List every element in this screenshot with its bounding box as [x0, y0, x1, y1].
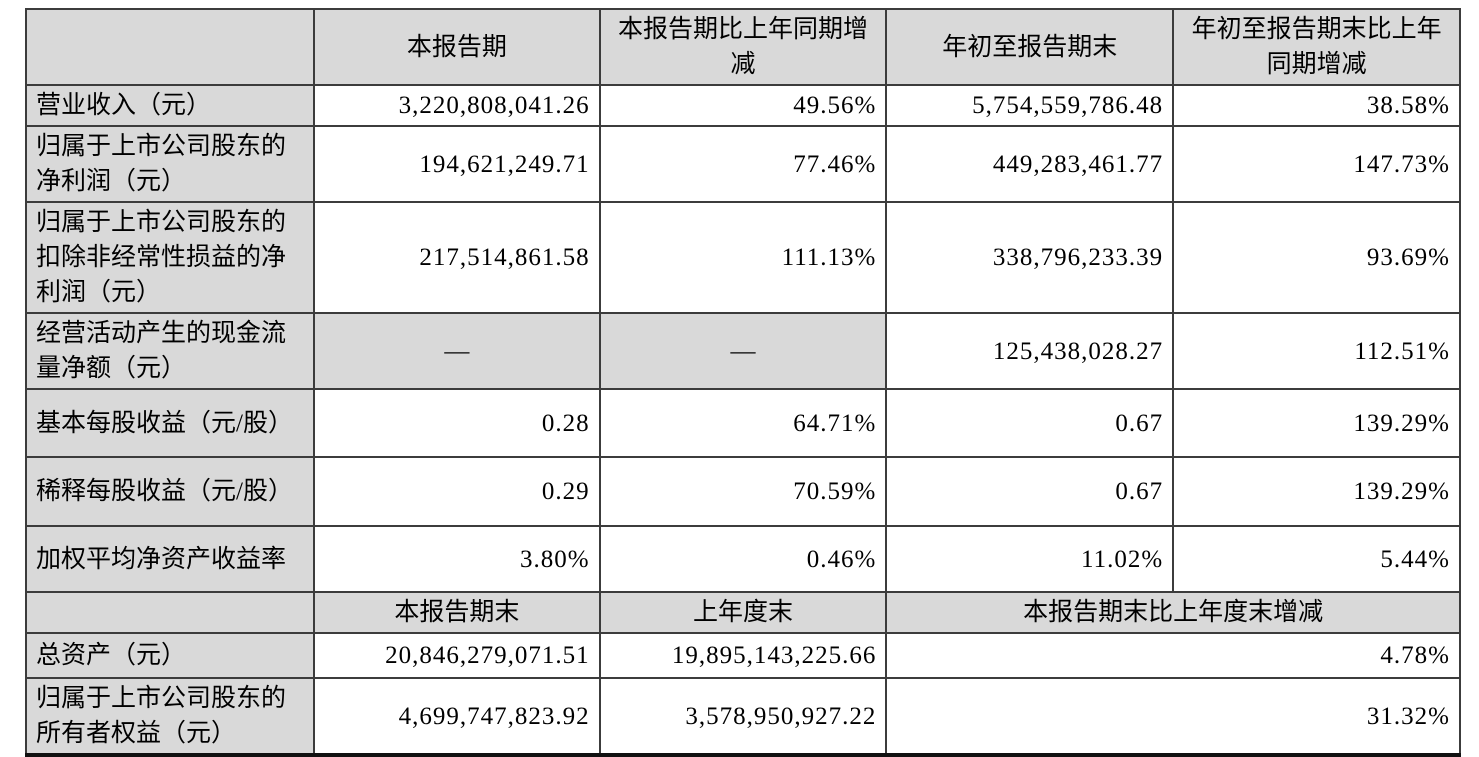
empty-header-cell	[24, 8, 316, 86]
cell-value: 70.59%	[598, 456, 888, 527]
cell-value: 139.29%	[1172, 456, 1461, 527]
column-header-ytd: 年初至报告期末	[885, 8, 1175, 86]
table-row-shareholders-equity: 归属于上市公司股东的所有者权益（元） 4,699,747,823.92 3,57…	[24, 677, 1461, 756]
column-header-current-period: 本报告期	[313, 8, 601, 86]
row-label: 经营活动产生的现金流量净额（元）	[24, 312, 316, 390]
row-label: 基本每股收益（元/股）	[24, 388, 316, 458]
cell-value: 93.69%	[1172, 201, 1461, 314]
table-header-row-top: 本报告期 本报告期比上年同期增减 年初至报告期末 年初至报告期末比上年同期增减	[24, 8, 1461, 86]
table-row-net-profit: 归属于上市公司股东的净利润（元） 194,621,249.71 77.46% 4…	[24, 125, 1461, 203]
table-row-revenue: 营业收入（元） 3,220,808,041.26 49.56% 5,754,55…	[24, 84, 1461, 127]
cell-value: 111.13%	[598, 201, 888, 314]
cell-value: 0.29	[313, 456, 601, 527]
cell-value: 0.28	[313, 388, 601, 458]
cell-value: 64.71%	[598, 388, 888, 458]
row-label: 稀释每股收益（元/股）	[24, 456, 316, 527]
cell-value: 19,895,143,225.66	[598, 632, 888, 679]
row-label: 营业收入（元）	[24, 84, 316, 127]
cell-value: 20,846,279,071.51	[313, 632, 601, 679]
cell-value: 3,220,808,041.26	[313, 84, 601, 127]
cell-value: 0.46%	[598, 525, 888, 593]
cell-value: 338,796,233.39	[885, 201, 1175, 314]
table-row-weighted-avg-roe: 加权平均净资产收益率 3.80% 0.46% 11.02% 5.44%	[24, 525, 1461, 593]
cell-value: 0.67	[885, 456, 1175, 527]
cell-value: 5.44%	[1172, 525, 1461, 593]
column-header-ytd-yoy-change: 年初至报告期末比上年同期增减	[1172, 8, 1461, 86]
cell-value: 112.51%	[1172, 312, 1461, 390]
column-header-period-end-change: 本报告期末比上年度末增减	[885, 591, 1461, 634]
cell-value: 38.58%	[1172, 84, 1461, 127]
table-row-basic-eps: 基本每股收益（元/股） 0.28 64.71% 0.67 139.29%	[24, 388, 1461, 458]
cell-value: 3.80%	[313, 525, 601, 593]
cell-value: 3,578,950,927.22	[598, 677, 888, 756]
cell-value: 4.78%	[885, 632, 1461, 679]
cell-value: 147.73%	[1172, 125, 1461, 203]
cell-value: 449,283,461.77	[885, 125, 1175, 203]
cell-value: 194,621,249.71	[313, 125, 601, 203]
cell-value: 31.32%	[885, 677, 1461, 756]
financial-summary-table: 本报告期 本报告期比上年同期增减 年初至报告期末 年初至报告期末比上年同期增减 …	[24, 8, 1461, 757]
column-header-prior-year-end: 上年度末	[598, 591, 888, 634]
cell-value: 5,754,559,786.48	[885, 84, 1175, 127]
table-header-row-bottom: 本报告期末 上年度末 本报告期末比上年度末增减	[24, 591, 1461, 634]
cell-value: 4,699,747,823.92	[313, 677, 601, 756]
column-header-period-end: 本报告期末	[313, 591, 601, 634]
row-label: 总资产（元）	[24, 632, 316, 679]
row-label: 归属于上市公司股东的净利润（元）	[24, 125, 316, 203]
cell-value: 49.56%	[598, 84, 888, 127]
cell-value: 77.46%	[598, 125, 888, 203]
row-label: 加权平均净资产收益率	[24, 525, 316, 593]
row-label: 归属于上市公司股东的所有者权益（元）	[24, 677, 316, 756]
cell-value: 217,514,861.58	[313, 201, 601, 314]
table-row-total-assets: 总资产（元） 20,846,279,071.51 19,895,143,225.…	[24, 632, 1461, 679]
row-label: 归属于上市公司股东的扣除非经常性损益的净利润（元）	[24, 201, 316, 314]
cell-value-dash: —	[598, 312, 888, 390]
cell-value-dash: —	[313, 312, 601, 390]
table-row-operating-cash-flow: 经营活动产生的现金流量净额（元） — — 125,438,028.27 112.…	[24, 312, 1461, 390]
table-row-net-profit-excl-nonrecurring: 归属于上市公司股东的扣除非经常性损益的净利润（元） 217,514,861.58…	[24, 201, 1461, 314]
cell-value: 125,438,028.27	[885, 312, 1175, 390]
cell-value: 0.67	[885, 388, 1175, 458]
cell-value: 139.29%	[1172, 388, 1461, 458]
empty-header-cell	[24, 591, 316, 634]
cell-value: 11.02%	[885, 525, 1175, 593]
column-header-yoy-change: 本报告期比上年同期增减	[598, 8, 888, 86]
table-row-diluted-eps: 稀释每股收益（元/股） 0.29 70.59% 0.67 139.29%	[24, 456, 1461, 527]
